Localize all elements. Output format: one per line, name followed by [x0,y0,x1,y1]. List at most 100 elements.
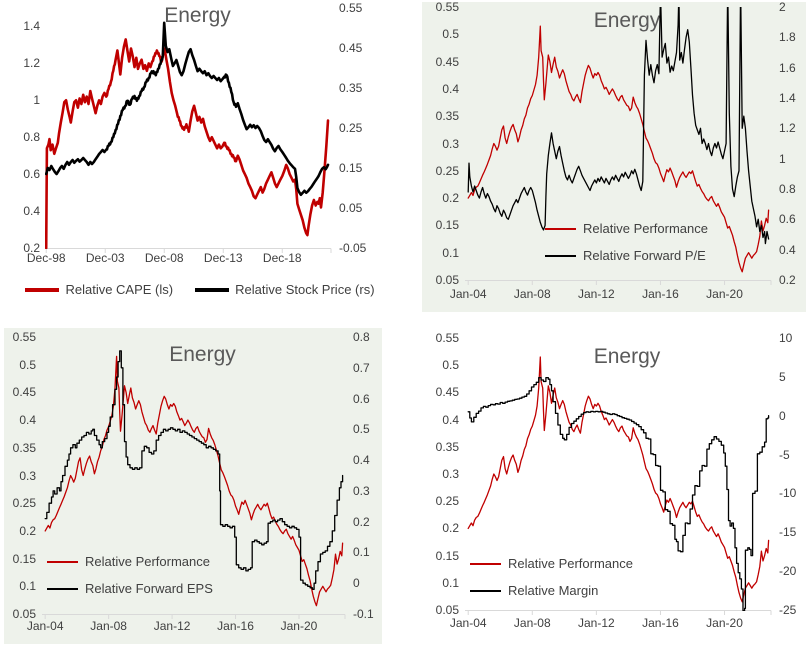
y-axis-tick-label: 0.3 [19,468,36,483]
x-axis-tick-label: Jan-04 [449,616,487,630]
legend-item: Relative Stock Price (rs) [195,282,375,297]
y-axis-tick-label: 0.1 [19,579,36,594]
y-axis-tick-label: 0.7 [353,360,370,375]
plot-area [42,350,346,619]
y-axis-tick-label: 1.4 [23,19,40,34]
energy-margin-chart: Energy 0.55 0.5 0.45 0.4 0.35 0.3 0.25 0.2 0.15 0… [404,323,808,647]
legend-item: Relative Performance [545,221,708,236]
legend-label: Relative Forward EPS [85,581,213,596]
y-axis-tick-label: -5 [779,447,790,462]
legend-label: Relative Forward P/E [583,248,706,263]
legend-label: Relative Stock Price (rs) [235,282,375,297]
y-axis-tick-label: 0.1 [353,545,370,560]
y-axis-tick-label: 0.45 [339,41,363,55]
y-axis-tick-label: 0.05 [339,201,363,215]
x-axis-tick-label: Jan-12 [578,616,615,630]
plot-area [465,356,772,615]
series-line-relative-forward-eps [44,350,344,591]
y-axis-tick-label: -15 [779,525,797,540]
y-axis-tick-label: 0.4 [442,412,459,427]
y-axis-tick-label: 5 [779,369,786,384]
right-axis-labels: 0.8 0.7 0.6 0.5 0.4 0.3 0.2 0.1 0 -0.1 [353,330,397,621]
left-axis-labels: 0.55 0.5 0.45 0.4 0.35 0.3 0.25 0.2 0.15 0.1 0.05 [415,0,459,287]
y-axis-tick-label: 0.2 [353,514,370,529]
y-axis-tick-label: 10 [779,331,793,345]
y-axis-tick-label: 0.4 [23,204,40,219]
legend-line-swatch [25,287,60,292]
x-axis-tick-label: Jan-16 [642,287,679,301]
series-line-relative-performance [467,356,770,603]
y-axis-tick-label: 0.6 [779,212,796,227]
y-axis-tick-label: 2 [779,0,786,14]
x-axis-tick-label: Jan-08 [90,619,127,633]
y-axis-tick-label: 0.4 [19,413,36,428]
series-line-relative-forward-p-e [467,7,770,245]
y-axis-tick-label: -20 [779,564,797,579]
x-axis-tick-label: Jan-12 [578,287,615,301]
y-axis-tick-label: 0.8 [23,130,40,145]
y-axis-tick-label: 0.2 [779,273,796,287]
x-axis-tick-label: Dec-08 [144,251,184,265]
legend-line-swatch [470,589,501,592]
y-axis-tick-label: 0.45 [435,385,459,400]
legend-item: Relative Forward P/E [545,248,706,263]
x-axis-tick-label: Dec-03 [85,251,125,265]
y-axis-tick-label: 0.4 [779,242,796,257]
series-line-relative-stock-price-rs- [45,21,330,197]
y-axis-tick-label: 0.5 [442,358,459,373]
legend-label: Relative Performance [583,221,708,236]
legend-item: Relative Forward EPS [47,581,213,596]
y-axis-tick-label: 0 [353,576,360,591]
y-axis-tick-label: 0.5 [19,357,36,372]
y-axis-tick-label: 0.25 [435,494,459,509]
y-axis-tick-label: 0.2 [19,523,36,538]
energy-cape-chart: Energy 1.4 1.2 1 0.8 0.6 0.4 0.2 0.55 0.45 0.35 0.… [0,0,404,324]
y-axis-tick-label: 0.55 [435,0,459,14]
y-axis-tick-label: 0.25 [12,496,36,511]
legend-line-swatch [470,562,501,565]
y-axis-tick-label: -25 [779,603,797,617]
series-line-relative-performance [467,25,770,273]
legend-item: Relative Performance [47,554,210,569]
y-axis-tick-label: -0.1 [353,607,374,621]
legend-line-swatch [47,587,78,590]
y-axis-tick-label: 1.2 [23,56,40,71]
x-axis-tick-label: Jan-20 [706,287,743,301]
y-axis-tick-label: 0.55 [339,1,363,15]
y-axis-tick-label: 0.05 [12,607,36,621]
chart-title: Energy [164,4,231,27]
legend-label: Relative CAPE (ls) [65,282,174,297]
energy-forward-pe-chart: Energy 0.55 0.5 0.45 0.4 0.35 0.3 0.25 0.2 0.15 0… [404,0,808,324]
y-axis-tick-label: 0.15 [435,548,459,563]
x-axis-tick-label: Jan-08 [513,616,551,630]
legend-item: Relative CAPE (ls) [25,282,173,297]
y-axis-tick-label: 1.8 [779,30,796,45]
right-axis-labels: 0.55 0.45 0.35 0.25 0.15 0.05 -0.05 [339,1,383,255]
right-axis-labels: 2 1.8 1.6 1.4 1.2 1 0.8 0.6 0.4 0.2 [779,0,808,287]
chart-title: Energy [593,345,661,368]
x-axis-tick-label: Jan-20 [280,619,318,633]
series-line-relative-performance [44,355,344,607]
chart-title: Energy [169,343,236,366]
legend-label: Relative Performance [85,554,210,569]
plot-area [45,21,332,253]
y-axis-tick-label: 0.55 [435,331,459,345]
x-axis-tick-label: Jan-04 [449,287,487,301]
y-axis-tick-label: 1.4 [779,91,796,105]
y-axis-tick-label: 0.1 [442,575,459,590]
legend-item: Relative Margin [470,583,598,598]
x-axis-tick-label: Jan-04 [26,619,64,633]
x-axis-tick-label: Dec-18 [262,251,302,265]
legend: Relative CAPE (ls) Relative Stock Price (… [2,282,398,297]
x-axis-tick-label: Jan-16 [642,616,679,630]
x-axis-tick-label: Jan-16 [217,619,254,633]
y-axis-tick-label: 0.15 [435,218,459,233]
y-axis-tick-label: 0.8 [353,330,370,344]
series-line-relative-margin [467,376,770,611]
y-axis-tick-label: 0.55 [12,330,36,344]
legend-line-swatch [47,560,78,563]
y-axis-tick-label: 0.25 [339,121,363,135]
y-axis-tick-label: 1 [33,93,40,108]
y-axis-tick-label: 0.25 [435,163,459,178]
y-axis-tick-label: 0.8 [779,182,796,196]
